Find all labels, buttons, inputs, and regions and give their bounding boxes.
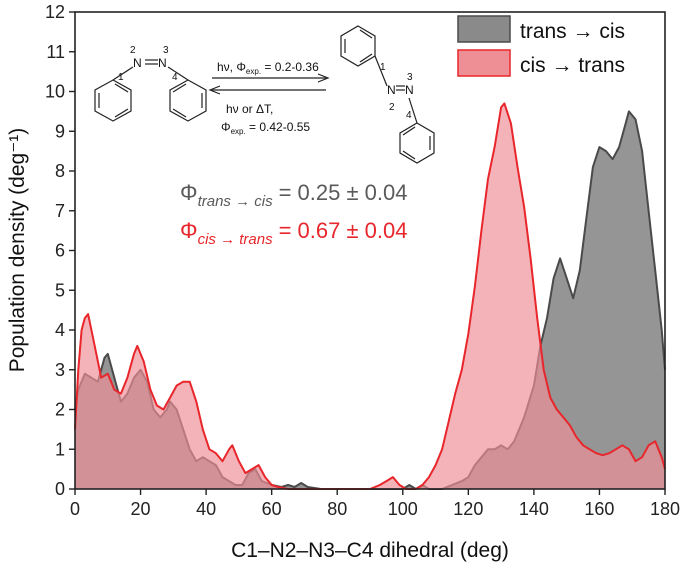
y-tick-label: 5 <box>55 280 65 300</box>
cis-atom-label-2: 2 <box>389 102 395 113</box>
x-tick-label: 160 <box>584 499 614 519</box>
x-tick-label: 120 <box>453 499 483 519</box>
yield-annotation-cis-trans: Φcis → trans = 0.67 ± 0.04 <box>180 218 407 248</box>
y-axis-title: Population density (deg⁻¹) <box>6 128 29 373</box>
y-tick-label: 12 <box>45 2 65 22</box>
yield-value-trans-cis: = 0.25 ± 0.04 <box>279 180 408 205</box>
reaction-scheme: N N 1 2 3 4 hν, Φexp. = 0.2-0.36 hν or Δ… <box>94 25 435 164</box>
backward-condition-sub: exp. <box>231 127 246 136</box>
forward-condition-prefix: hν, Φ <box>217 60 246 74</box>
legend-label-trans-cis: trans → cis <box>520 20 625 43</box>
cis-atom-label-1: 1 <box>380 62 386 73</box>
x-tick-label: 20 <box>131 499 151 519</box>
yield-subscript-cis-trans: cis → trans <box>198 231 274 248</box>
trans-right-phenyl-ring <box>169 79 207 122</box>
cis-bottom-phenyl-ring <box>399 122 435 164</box>
trans-right-ring-inner-bond <box>172 83 187 93</box>
legend-label-cis-trans: cis → trans <box>520 54 625 77</box>
y-tick-label: 0 <box>55 479 65 499</box>
trans-right-ring-inner-bond <box>172 108 187 118</box>
cis-azobenzene-structure <box>340 25 435 164</box>
legend: trans → cis cis → trans <box>457 15 625 77</box>
trans-atom-label-3: 3 <box>163 45 169 56</box>
backward-condition-line2: Φexp. = 0.42-0.55 <box>221 120 310 136</box>
x-tick-label: 80 <box>327 499 347 519</box>
plot-areas <box>74 102 666 490</box>
forward-condition-sub: exp. <box>246 67 261 76</box>
trans-atom-label-2: 2 <box>130 45 136 56</box>
cis-c1-n2-bond <box>374 55 388 87</box>
backward-condition-prefix: Φ <box>221 120 231 134</box>
legend-swatch-trans-cis <box>457 15 511 43</box>
x-tick-label: 180 <box>650 499 680 519</box>
y-tick-label: 10 <box>45 82 65 102</box>
y-tick-label: 4 <box>55 320 65 340</box>
trans-atom-label-1: 1 <box>118 72 124 83</box>
trans-n3-c4-bond <box>167 66 189 81</box>
cis-n3-c4-bond <box>408 97 418 124</box>
x-axis-title: C1–N2–N3–C4 dihedral (deg) <box>231 539 509 562</box>
x-tick-label: 100 <box>388 499 418 519</box>
x-tick-label: 0 <box>70 499 80 519</box>
forward-condition-suffix: = 0.2-0.36 <box>261 60 319 74</box>
x-tick-label: 60 <box>262 499 282 519</box>
line-cis-trans <box>74 102 666 490</box>
y-tick-label: 8 <box>55 161 65 181</box>
yield-subscript-trans-cis: trans → cis <box>198 193 274 210</box>
yield-symbol-cis-trans: Φ <box>180 218 198 243</box>
trans-left-ring-inner-bond <box>114 108 129 118</box>
trans-azobenzene-structure <box>94 59 207 122</box>
area-cis-trans <box>75 103 665 490</box>
cis-top-ring-inner-bond <box>359 29 373 39</box>
x-tick-label: 140 <box>519 499 549 519</box>
cis-atom-label-3: 3 <box>407 72 413 83</box>
trans-atom-n2: N <box>133 56 142 70</box>
cis-top-ring-inner-bond <box>359 53 373 63</box>
trans-c1-n2-bond <box>112 66 134 81</box>
cis-bottom-ring-inner-bond <box>402 150 416 160</box>
y-tick-label: 3 <box>55 360 65 380</box>
forward-condition: hν, Φexp. = 0.2-0.36 <box>217 60 319 76</box>
y-tick-label: 9 <box>55 121 65 141</box>
cis-bottom-ring-inner-bond <box>402 126 416 136</box>
y-tick-label: 7 <box>55 201 65 221</box>
y-tick-label: 6 <box>55 241 65 261</box>
legend-swatch-cis-trans <box>457 49 511 77</box>
backward-condition-line1: hν or ΔT, <box>226 102 273 116</box>
y-tick-label: 11 <box>46 42 65 62</box>
trans-atom-n3: N <box>158 56 167 70</box>
y-tick-label: 1 <box>55 439 65 459</box>
forward-arrow-head <box>317 73 330 83</box>
cis-atom-label-4: 4 <box>406 110 412 121</box>
yield-symbol-trans-cis: Φ <box>180 180 198 205</box>
trans-atom-label-4: 4 <box>172 72 178 83</box>
x-tick-label: 40 <box>196 499 216 519</box>
trans-left-phenyl-ring <box>94 79 132 122</box>
trans-left-ring-inner-bond <box>114 83 129 93</box>
backward-condition-suffix: = 0.42-0.55 <box>246 120 311 134</box>
yield-annotation-trans-cis: Φtrans → cis = 0.25 ± 0.04 <box>180 180 407 210</box>
yield-value-cis-trans: = 0.67 ± 0.04 <box>279 218 408 243</box>
y-tick-label: 2 <box>55 400 65 420</box>
cis-atom-n2: N <box>387 83 396 97</box>
cis-top-phenyl-ring <box>340 25 376 67</box>
backward-arrow-head <box>208 85 221 95</box>
cis-atom-n3: N <box>405 83 414 97</box>
